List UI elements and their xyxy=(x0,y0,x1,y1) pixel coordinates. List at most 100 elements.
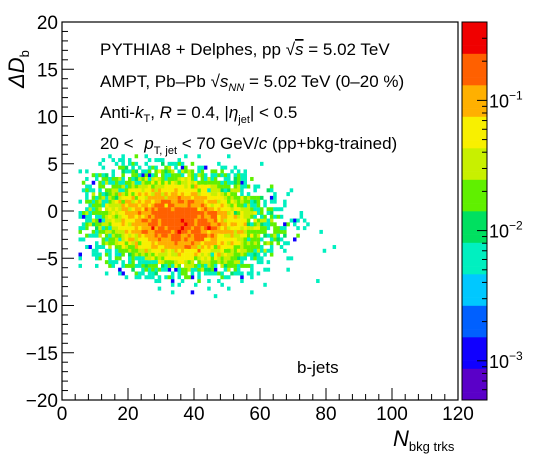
heatmap-cell xyxy=(167,241,172,246)
heatmap-cell xyxy=(246,195,251,200)
colorbar-segment xyxy=(462,148,487,157)
heatmap-cell xyxy=(81,214,86,219)
heatmap-cell xyxy=(111,176,115,181)
heatmap-cell xyxy=(128,248,132,253)
colorbar-segment xyxy=(462,352,487,361)
heatmap-cell xyxy=(137,252,142,257)
heatmap-cell xyxy=(203,184,208,189)
heatmap-cell xyxy=(240,260,244,265)
heatmap-cell xyxy=(174,237,178,242)
heatmap-cell xyxy=(220,199,224,204)
heatmap-cell xyxy=(197,233,201,238)
heatmap-cell xyxy=(81,222,86,227)
heatmap-cell xyxy=(227,211,231,215)
heatmap-cell xyxy=(187,252,191,257)
heatmap-cell xyxy=(210,252,214,257)
heatmap-cell xyxy=(184,256,188,261)
heatmap-cell xyxy=(283,229,287,234)
heatmap-cell xyxy=(190,290,195,295)
heatmap-cell xyxy=(141,173,145,178)
heatmap-cell xyxy=(213,188,218,193)
heatmap-cell xyxy=(220,169,224,174)
heatmap-cell xyxy=(260,211,264,215)
heatmap-cell xyxy=(217,260,221,265)
heatmap-cell xyxy=(151,176,155,181)
heatmap-cell xyxy=(108,211,112,215)
heatmap-cell xyxy=(147,260,152,265)
heatmap-cell xyxy=(256,199,261,204)
heatmap-cell xyxy=(240,203,244,208)
heatmap-cell xyxy=(217,199,221,204)
heatmap-cell xyxy=(111,211,115,215)
heatmap-cell xyxy=(101,211,106,215)
heatmap-cell xyxy=(184,211,188,215)
heatmap-cell xyxy=(184,245,188,249)
heatmap-cell xyxy=(250,263,254,268)
heatmap-cell xyxy=(220,263,224,268)
heatmap-cell xyxy=(200,229,205,234)
heatmap-cell xyxy=(220,188,224,193)
heatmap-cell xyxy=(306,222,310,227)
heatmap-cell xyxy=(227,237,231,242)
heatmap-cell xyxy=(194,252,198,257)
heatmap-cell xyxy=(170,275,175,280)
heatmap-cell xyxy=(233,165,238,170)
colorbar-segment xyxy=(462,100,487,109)
heatmap-cell xyxy=(157,279,162,284)
heatmap-cell xyxy=(170,256,175,261)
heatmap-cell xyxy=(220,222,224,227)
heatmap-cell xyxy=(213,222,218,227)
heatmap-cell xyxy=(98,226,102,231)
heatmap-cell xyxy=(210,245,214,249)
heatmap-cell xyxy=(220,214,224,219)
heatmap-cell xyxy=(302,218,307,223)
heatmap-cell xyxy=(273,214,277,219)
colorbar-segment xyxy=(462,171,487,180)
heatmap-cell xyxy=(131,180,135,185)
heatmap-cell xyxy=(227,192,231,197)
heatmap-cell xyxy=(134,203,139,208)
heatmap-cell xyxy=(121,260,125,265)
heatmap-cell xyxy=(157,241,162,246)
heatmap-cell xyxy=(190,207,195,212)
heatmap-cell xyxy=(296,233,300,238)
heatmap-cell xyxy=(78,211,82,215)
heatmap-cell xyxy=(121,226,125,231)
heatmap-cell xyxy=(98,252,102,257)
heatmap-cell xyxy=(223,263,228,268)
heatmap-cell xyxy=(279,207,284,212)
heatmap-cell xyxy=(217,211,221,215)
heatmap-cell xyxy=(121,176,125,181)
heatmap-cell xyxy=(177,218,181,223)
heatmap-cell xyxy=(243,211,247,215)
x-tick-label: 0 xyxy=(57,404,68,425)
heatmap-cell xyxy=(210,214,214,219)
heatmap-cell xyxy=(144,192,148,197)
heatmap-cell xyxy=(223,211,228,215)
heatmap-cell xyxy=(233,176,238,181)
heatmap-cell xyxy=(180,222,185,227)
heatmap-cell xyxy=(223,248,228,253)
heatmap-cell xyxy=(111,222,115,227)
heatmap-cell xyxy=(227,286,231,291)
colorbar-tick-label: 10−3 xyxy=(489,349,523,372)
heatmap-cell xyxy=(170,279,175,284)
heatmap-cell xyxy=(233,218,238,223)
heatmap-cell xyxy=(161,161,165,166)
heatmap-cell xyxy=(210,195,214,200)
heatmap-cell xyxy=(141,192,145,197)
heatmap-cell xyxy=(78,229,82,234)
heatmap-cell xyxy=(177,248,181,253)
heatmap-cell xyxy=(154,222,158,227)
heatmap-cell xyxy=(141,222,145,227)
heatmap-cell xyxy=(197,260,201,265)
heatmap-cell xyxy=(164,233,168,238)
heatmap-cell xyxy=(137,263,142,268)
heatmap-cell xyxy=(253,229,257,234)
heatmap-cell xyxy=(230,192,234,197)
heatmap-cell xyxy=(157,286,162,291)
heatmap-cell xyxy=(200,252,205,257)
heatmap-cell xyxy=(230,180,234,185)
heatmap-cell xyxy=(151,233,155,238)
heatmap-cell xyxy=(161,180,165,185)
